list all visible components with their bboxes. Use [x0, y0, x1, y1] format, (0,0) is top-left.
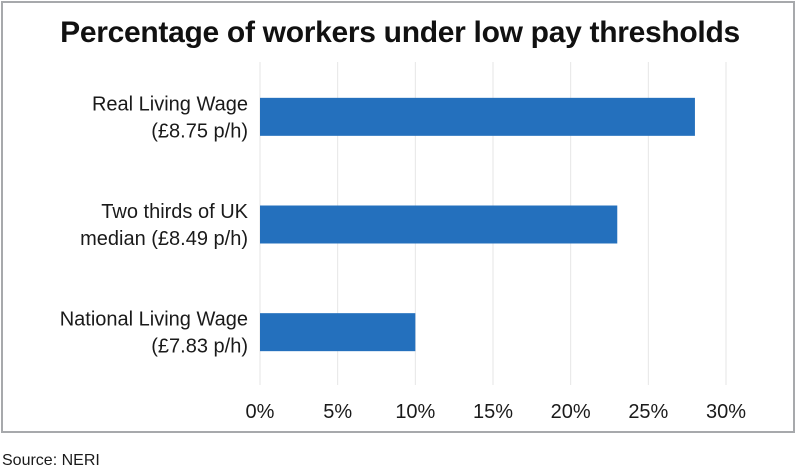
- x-axis-ticks: 0% 5% 10% 15% 20% 25% 30%: [246, 401, 747, 423]
- x-tick-label: 5%: [323, 401, 352, 423]
- source-note: Source: NERI: [2, 452, 100, 469]
- x-tick-label: 10%: [395, 401, 435, 423]
- bar: [260, 313, 416, 352]
- bar: [260, 97, 695, 136]
- category-label: Real Living Wage (£8.75 p/h): [92, 93, 248, 142]
- x-tick-label: 0%: [246, 401, 275, 423]
- x-tick-label: 25%: [628, 401, 668, 423]
- bar: [260, 205, 618, 244]
- category-label: Two thirds of UK median (£8.49 p/h): [80, 201, 249, 250]
- x-tick-label: 15%: [473, 401, 513, 423]
- category-label: National Living Wage (£7.83 p/h): [60, 309, 248, 358]
- x-tick-label: 20%: [551, 401, 591, 423]
- bars: [260, 97, 695, 352]
- x-tick-label: 30%: [706, 401, 746, 423]
- chart-title: Percentage of workers under low pay thre…: [60, 16, 740, 49]
- category-labels: Real Living Wage (£8.75 p/h) Two thirds of…: [60, 93, 249, 357]
